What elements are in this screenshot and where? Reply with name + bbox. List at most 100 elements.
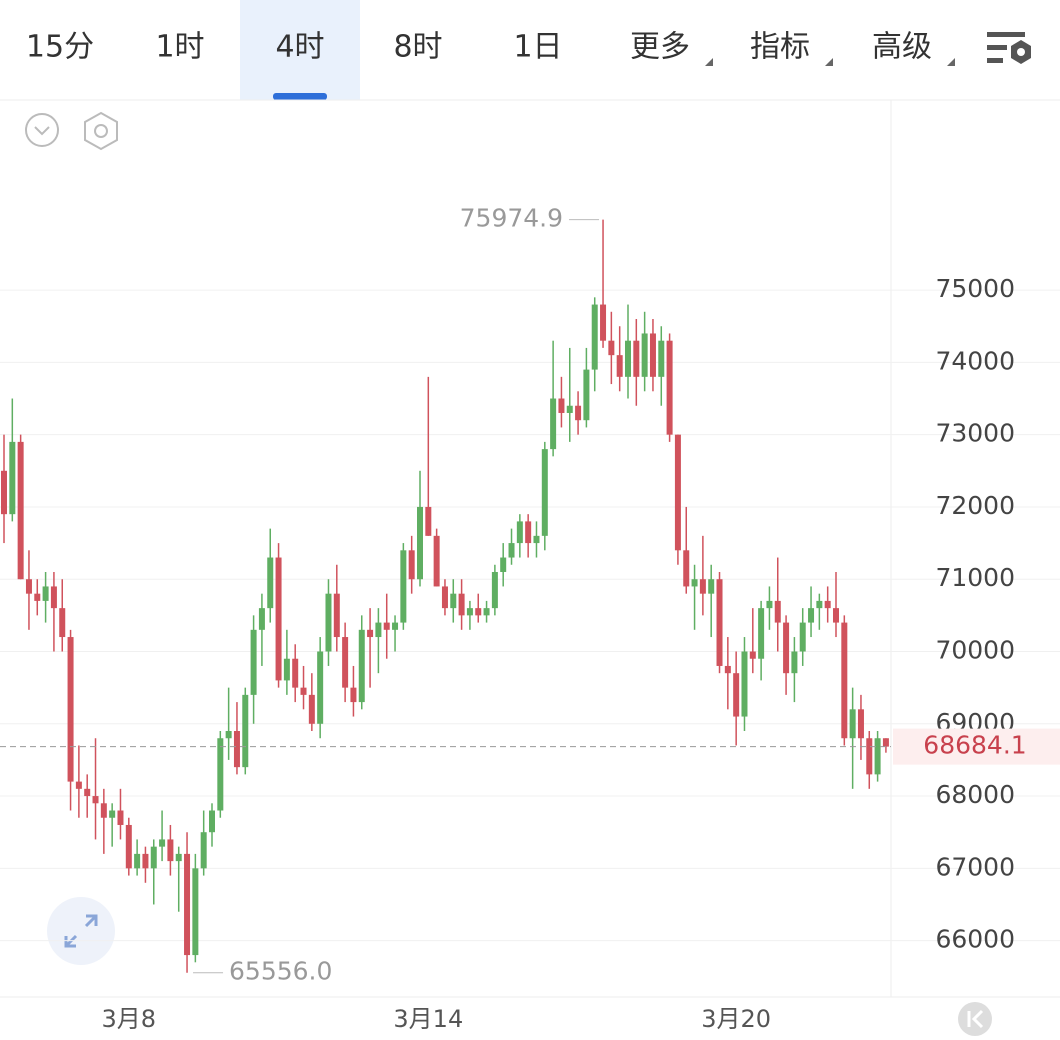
y-tick-label: 67000 bbox=[935, 852, 1015, 881]
candle-body bbox=[799, 622, 806, 652]
candle-body bbox=[616, 355, 623, 377]
candle-body bbox=[558, 398, 565, 413]
candle-body bbox=[591, 304, 598, 370]
candle-body bbox=[225, 731, 232, 739]
expand-button[interactable] bbox=[47, 897, 115, 965]
candle-body bbox=[508, 543, 515, 558]
candle-body bbox=[383, 622, 390, 630]
candle-body bbox=[724, 665, 731, 674]
candle-body bbox=[84, 788, 91, 797]
candle-body bbox=[433, 535, 440, 587]
active-tab-bg bbox=[240, 0, 360, 100]
settings-icon[interactable] bbox=[987, 32, 1031, 64]
candle-body bbox=[441, 586, 448, 609]
candle-body bbox=[816, 600, 823, 609]
candle-body bbox=[841, 622, 848, 739]
candle-body bbox=[59, 608, 66, 638]
candle-body bbox=[491, 571, 498, 609]
candle-body bbox=[233, 731, 240, 768]
last-price-tag bbox=[893, 728, 1060, 765]
candle-body bbox=[292, 658, 299, 688]
candle-body bbox=[250, 629, 257, 695]
tab[interactable]: 1日 bbox=[513, 30, 562, 65]
hexagon-icon[interactable] bbox=[84, 111, 118, 151]
candle-body bbox=[783, 622, 790, 674]
scroll-end-button[interactable] bbox=[958, 1002, 992, 1036]
y-tick-label: 70000 bbox=[935, 635, 1015, 664]
candle-body bbox=[525, 521, 532, 544]
candle-body bbox=[200, 832, 207, 869]
candle-body bbox=[167, 839, 174, 862]
x-tick-label: 3月8 bbox=[102, 1005, 157, 1033]
candle-body bbox=[350, 687, 357, 703]
tab[interactable]: 4时 bbox=[275, 30, 324, 65]
candle-body bbox=[716, 579, 723, 666]
candle-body bbox=[217, 738, 224, 811]
y-tick-label: 73000 bbox=[935, 419, 1015, 448]
tab[interactable]: 15分 bbox=[26, 30, 94, 65]
candle-body bbox=[258, 608, 265, 630]
candle-body bbox=[342, 637, 349, 688]
candle-body bbox=[392, 622, 399, 630]
candle-body bbox=[516, 521, 523, 544]
candle-body bbox=[658, 340, 665, 377]
candle-body bbox=[857, 709, 864, 739]
x-tick-label: 3月20 bbox=[701, 1005, 771, 1033]
candle-body bbox=[483, 608, 490, 616]
candle-body bbox=[209, 810, 215, 833]
candle-body bbox=[308, 694, 315, 724]
candle-body bbox=[633, 340, 640, 377]
tab[interactable]: 1时 bbox=[155, 30, 204, 65]
candle-body bbox=[92, 796, 99, 804]
candle-body bbox=[583, 369, 590, 421]
tab[interactable]: 8时 bbox=[393, 30, 442, 65]
candle-body bbox=[34, 593, 41, 601]
y-tick-label: 66000 bbox=[935, 925, 1015, 954]
collapse-icon[interactable] bbox=[25, 113, 59, 147]
candle-body bbox=[400, 550, 407, 623]
candle-body bbox=[242, 694, 249, 768]
candle-body bbox=[50, 586, 57, 609]
candle-body bbox=[699, 579, 706, 594]
candle-body bbox=[425, 506, 432, 536]
candle-body bbox=[866, 738, 873, 775]
candle-body bbox=[458, 593, 465, 616]
tab[interactable]: 高级 bbox=[872, 30, 932, 65]
candle-body bbox=[375, 622, 382, 638]
candle-body bbox=[824, 600, 831, 609]
candle-body bbox=[300, 687, 307, 695]
candle-body bbox=[766, 600, 773, 609]
dropdown-triangle bbox=[825, 58, 833, 66]
x-tick-label: 3月14 bbox=[393, 1005, 463, 1033]
candle-body bbox=[417, 506, 423, 580]
candle-body bbox=[100, 803, 107, 818]
candle-body bbox=[42, 586, 49, 601]
tab[interactable]: 指标 bbox=[750, 30, 810, 65]
candle-body bbox=[882, 738, 889, 747]
candle-body bbox=[125, 824, 132, 869]
candle-body bbox=[358, 629, 365, 703]
candle-body bbox=[117, 810, 124, 825]
candle-body bbox=[808, 608, 815, 623]
plot bbox=[0, 219, 1060, 973]
tab[interactable]: 更多 bbox=[630, 30, 690, 65]
candle-body bbox=[325, 593, 332, 652]
candle-body bbox=[533, 535, 540, 544]
candle-body bbox=[749, 651, 756, 659]
candle-body bbox=[134, 853, 141, 869]
candle-body bbox=[466, 608, 473, 616]
candle-body bbox=[475, 608, 482, 616]
candle-body bbox=[317, 651, 324, 724]
candle-body bbox=[67, 637, 74, 782]
candle-body bbox=[367, 629, 374, 638]
candle-body bbox=[849, 709, 856, 739]
candle-body bbox=[75, 781, 82, 789]
candle-body bbox=[649, 333, 656, 377]
candle-body bbox=[275, 557, 282, 681]
candle-body bbox=[833, 608, 839, 623]
candle-body bbox=[150, 846, 157, 869]
candle-body bbox=[9, 441, 16, 515]
y-tick-label: 74000 bbox=[935, 346, 1015, 375]
